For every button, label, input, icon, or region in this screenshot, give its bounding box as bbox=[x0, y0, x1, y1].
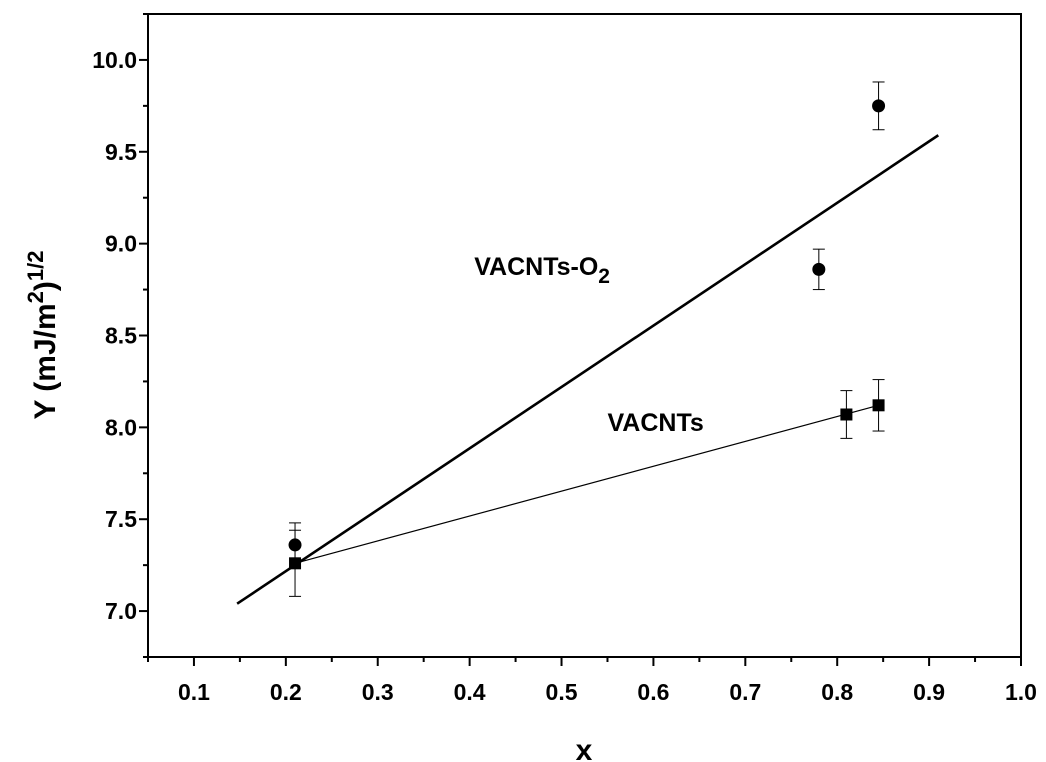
y-axis-title: Y (mJ/m2)1/2 bbox=[23, 250, 62, 419]
x-axis-ticks: 0.1 0.2 0.3 0.4 0.5 0.6 0.7 0.8 0.9 1.0 bbox=[147, 657, 1037, 705]
y-axis-ticks: 7.0 7.5 8.0 8.5 9.0 9.5 10.0 bbox=[92, 13, 148, 658]
x-tick-label: 0.2 bbox=[270, 679, 302, 705]
fit-lines bbox=[236, 134, 940, 605]
circle-point bbox=[872, 99, 886, 113]
annotations: VACNTs-O2 VACNTs bbox=[474, 253, 704, 437]
x-tick-label: 0.9 bbox=[913, 679, 945, 705]
y-axis-title-main: Y (mJ/m bbox=[29, 303, 62, 419]
x-tick-label: 0.8 bbox=[821, 679, 853, 705]
error-bars bbox=[289, 81, 885, 597]
series-annotation: VACNTs-O2 bbox=[474, 253, 610, 288]
x-axis-title: x bbox=[576, 734, 593, 762]
circle-point bbox=[288, 538, 302, 552]
y-tick-label: 7.5 bbox=[105, 506, 137, 532]
x-tick-label: 0.5 bbox=[546, 679, 578, 705]
x-tick-label: 1.0 bbox=[1005, 679, 1037, 705]
y-tick-label: 9.5 bbox=[105, 139, 137, 165]
x-tick-label: 0.6 bbox=[637, 679, 669, 705]
data-points bbox=[288, 99, 886, 570]
y-tick-label: 7.0 bbox=[105, 598, 137, 624]
x-tick-label: 0.7 bbox=[729, 679, 761, 705]
y-tick-label: 8.0 bbox=[105, 414, 137, 440]
y-axis-title-sup2: 1/2 bbox=[23, 250, 48, 281]
square-point bbox=[872, 399, 885, 412]
y-axis-title-close: ) bbox=[29, 281, 62, 291]
x-tick-label: 0.1 bbox=[178, 679, 210, 705]
series-annotation: VACNTs bbox=[607, 409, 703, 437]
x-tick-label: 0.3 bbox=[362, 679, 394, 705]
square-point bbox=[840, 408, 853, 421]
circle-point bbox=[812, 262, 826, 276]
fit-line bbox=[294, 404, 879, 564]
fit-line bbox=[236, 134, 940, 605]
y-tick-label: 8.5 bbox=[105, 323, 137, 349]
y-axis-title-sup1: 2 bbox=[23, 291, 48, 303]
y-tick-label: 10.0 bbox=[92, 47, 137, 73]
y-tick-label: 9.0 bbox=[105, 231, 137, 257]
x-tick-label: 0.4 bbox=[454, 679, 486, 705]
plot-frame bbox=[147, 13, 1022, 658]
square-point bbox=[289, 557, 302, 570]
